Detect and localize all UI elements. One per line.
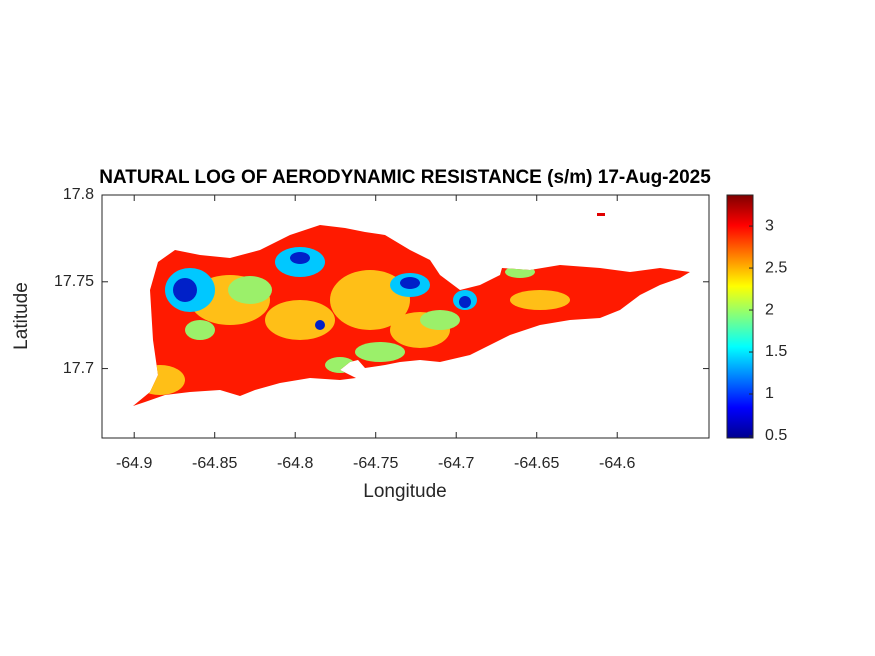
x-tick-label: -64.75 xyxy=(353,455,398,472)
y-axis-label: Latitude xyxy=(11,282,32,350)
x-tick-label: -64.8 xyxy=(277,455,314,472)
colorbar-tick-label: 2 xyxy=(765,301,774,318)
x-tick-label: -64.65 xyxy=(514,455,559,472)
x-tick-label: -64.85 xyxy=(192,455,237,472)
chart-title: NATURAL LOG OF AERODYNAMIC RESISTANCE (s… xyxy=(99,167,711,188)
colorbar-tick-label: 0.5 xyxy=(765,427,787,444)
y-tick-label: 17.7 xyxy=(63,360,94,377)
y-tick-label: 17.8 xyxy=(63,186,94,203)
x-tick-label: -64.7 xyxy=(438,455,475,472)
colorbar-tick-label: 1.5 xyxy=(765,343,787,360)
colorbar-tick-label: 1 xyxy=(765,385,774,402)
colorbar-tick-label: 2.5 xyxy=(765,259,787,276)
colorbar xyxy=(726,194,754,439)
x-tick-label: -64.6 xyxy=(599,455,636,472)
y-tick-label: 17.75 xyxy=(54,273,94,290)
x-tick-label: -64.9 xyxy=(116,455,153,472)
colorbar-tick-label: 3 xyxy=(765,217,774,234)
x-axis-label: Longitude xyxy=(363,481,446,502)
small-island xyxy=(597,213,605,216)
